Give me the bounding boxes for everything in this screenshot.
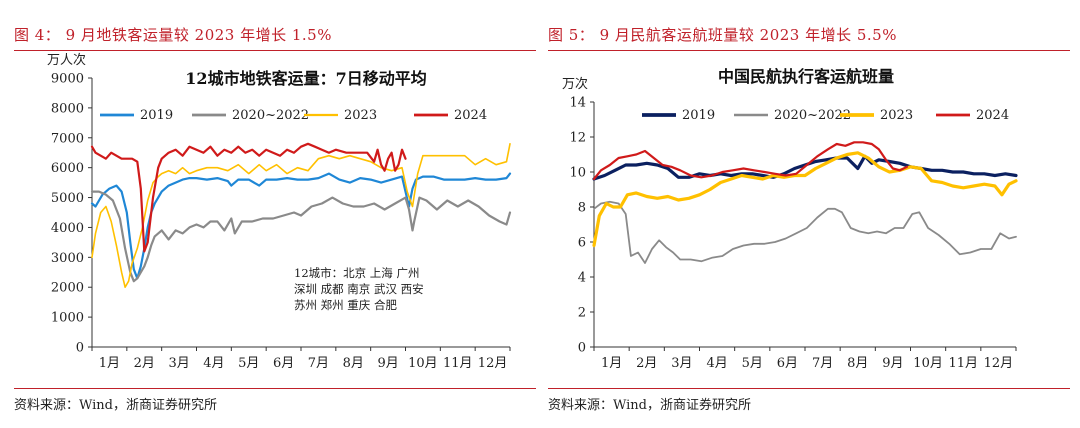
y-tick-label: 0 — [76, 341, 84, 356]
right-figure-title: 图 5： 9 月民航客运航班量较 2023 年增长 5.5% — [548, 26, 897, 44]
right-chart: 0 2 4 6 8 10 12 14 1月 2月 3月 4月 5月 6月 7月 8月 9月 10月 11月 12月 万次… — [562, 67, 1018, 371]
right-title-rule — [548, 50, 1070, 51]
city-note-line: 苏州 郑州 重庆 合肥 — [294, 298, 397, 312]
legend-label-2020~2022: 2020~2022 — [232, 108, 309, 123]
y-tick-label: 4000 — [51, 221, 84, 236]
x-tick-label: 6月 — [777, 356, 798, 371]
x-tick-label: 10月 — [408, 356, 438, 371]
series-line-2024 — [592, 141, 909, 181]
x-tick-label: 7月 — [812, 356, 833, 371]
series-line-2020~2022 — [593, 200, 1017, 264]
y-axis-unit-label: 万人次 — [47, 52, 86, 68]
y-tick-label: 2000 — [51, 281, 84, 296]
y-tick-label: 8000 — [51, 101, 84, 116]
x-tick-label: 12月 — [478, 356, 508, 371]
city-note-line: 12城市：北京 上海 广州 — [294, 266, 419, 280]
x-tick-label: 7月 — [308, 356, 329, 371]
legend-label-2019: 2019 — [682, 108, 715, 123]
left-chart: 0 1000 2000 3000 4000 5000 6000 7000 8000 9000 1月 2… — [47, 52, 512, 371]
x-tick-label: 2月 — [636, 356, 657, 371]
x-tick-label: 3月 — [671, 356, 692, 371]
x-tick-label: 5月 — [238, 356, 259, 371]
y-tick-label: 3000 — [51, 251, 84, 266]
series-line-2023 — [91, 143, 511, 288]
y-tick-label: 4 — [578, 271, 586, 286]
left-title-rule — [14, 50, 536, 51]
y-tick-label: 1000 — [51, 311, 84, 326]
x-tick-label: 1月 — [99, 356, 120, 371]
x-tick-label: 5月 — [742, 356, 763, 371]
legend-label-2020~2022: 2020~2022 — [774, 108, 851, 123]
y-axis-unit-label: 万次 — [562, 76, 588, 92]
y-tick-label: 5000 — [51, 191, 84, 206]
legend-label-2024: 2024 — [454, 108, 487, 123]
chart-title: 12城市地铁客运量：7日移动平均 — [185, 69, 426, 88]
x-tick-label: 4月 — [706, 356, 727, 371]
right-source-rule — [548, 388, 1070, 389]
x-tick-label: 6月 — [273, 356, 294, 371]
y-tick-label: 6000 — [51, 161, 84, 176]
legend-label-2023: 2023 — [880, 108, 913, 123]
x-tick-label: 8月 — [343, 356, 364, 371]
y-tick-label: 6 — [578, 236, 586, 251]
x-tick-label: 9月 — [377, 356, 398, 371]
x-tick-label: 11月 — [948, 356, 978, 371]
x-tick-label: 3月 — [168, 356, 189, 371]
x-tick-label: 2月 — [134, 356, 155, 371]
x-tick-label: 1月 — [601, 356, 622, 371]
left-source-rule — [14, 388, 536, 389]
left-source-note: 资料来源：Wind，浙商证券研究所 — [14, 398, 217, 413]
y-tick-label: 8 — [578, 201, 586, 216]
chart-title: 中国民航执行客运航班量 — [718, 67, 894, 86]
left-figure-panel: 图 4： 9 月地铁客运量较 2023 年增长 1.5% 0 1000 2000 30… — [14, 0, 536, 428]
series-line-2024 — [90, 142, 407, 253]
right-source-note: 资料来源：Wind，浙商证券研究所 — [548, 398, 751, 413]
y-tick-label: 0 — [578, 341, 586, 356]
right-figure-panel: 图 5： 9 月民航客运航班量较 2023 年增长 5.5% 0 2 4 6 8 10 12… — [548, 0, 1070, 428]
legend-label-2019: 2019 — [140, 108, 173, 123]
x-tick-label: 12月 — [984, 356, 1014, 371]
left-figure-title: 图 4： 9 月地铁客运量较 2023 年增长 1.5% — [14, 26, 332, 44]
x-tick-label: 4月 — [203, 356, 224, 371]
y-tick-label: 14 — [569, 96, 586, 111]
legend-label-2023: 2023 — [344, 108, 377, 123]
y-tick-label: 2 — [578, 306, 586, 321]
x-tick-label: 9月 — [882, 356, 903, 371]
series-line-2023 — [592, 151, 1018, 248]
series-line-2020~2022 — [90, 190, 512, 283]
y-tick-label: 9000 — [51, 72, 84, 87]
y-tick-label: 10 — [569, 166, 586, 181]
x-tick-label: 11月 — [443, 356, 473, 371]
legend-label-2024: 2024 — [976, 108, 1009, 123]
x-tick-label: 8月 — [847, 356, 868, 371]
y-tick-label: 7000 — [51, 131, 84, 146]
city-note-line: 深圳 成都 南京 武汉 西安 — [294, 282, 424, 296]
y-tick-label: 12 — [569, 131, 586, 146]
x-tick-label: 10月 — [913, 356, 943, 371]
